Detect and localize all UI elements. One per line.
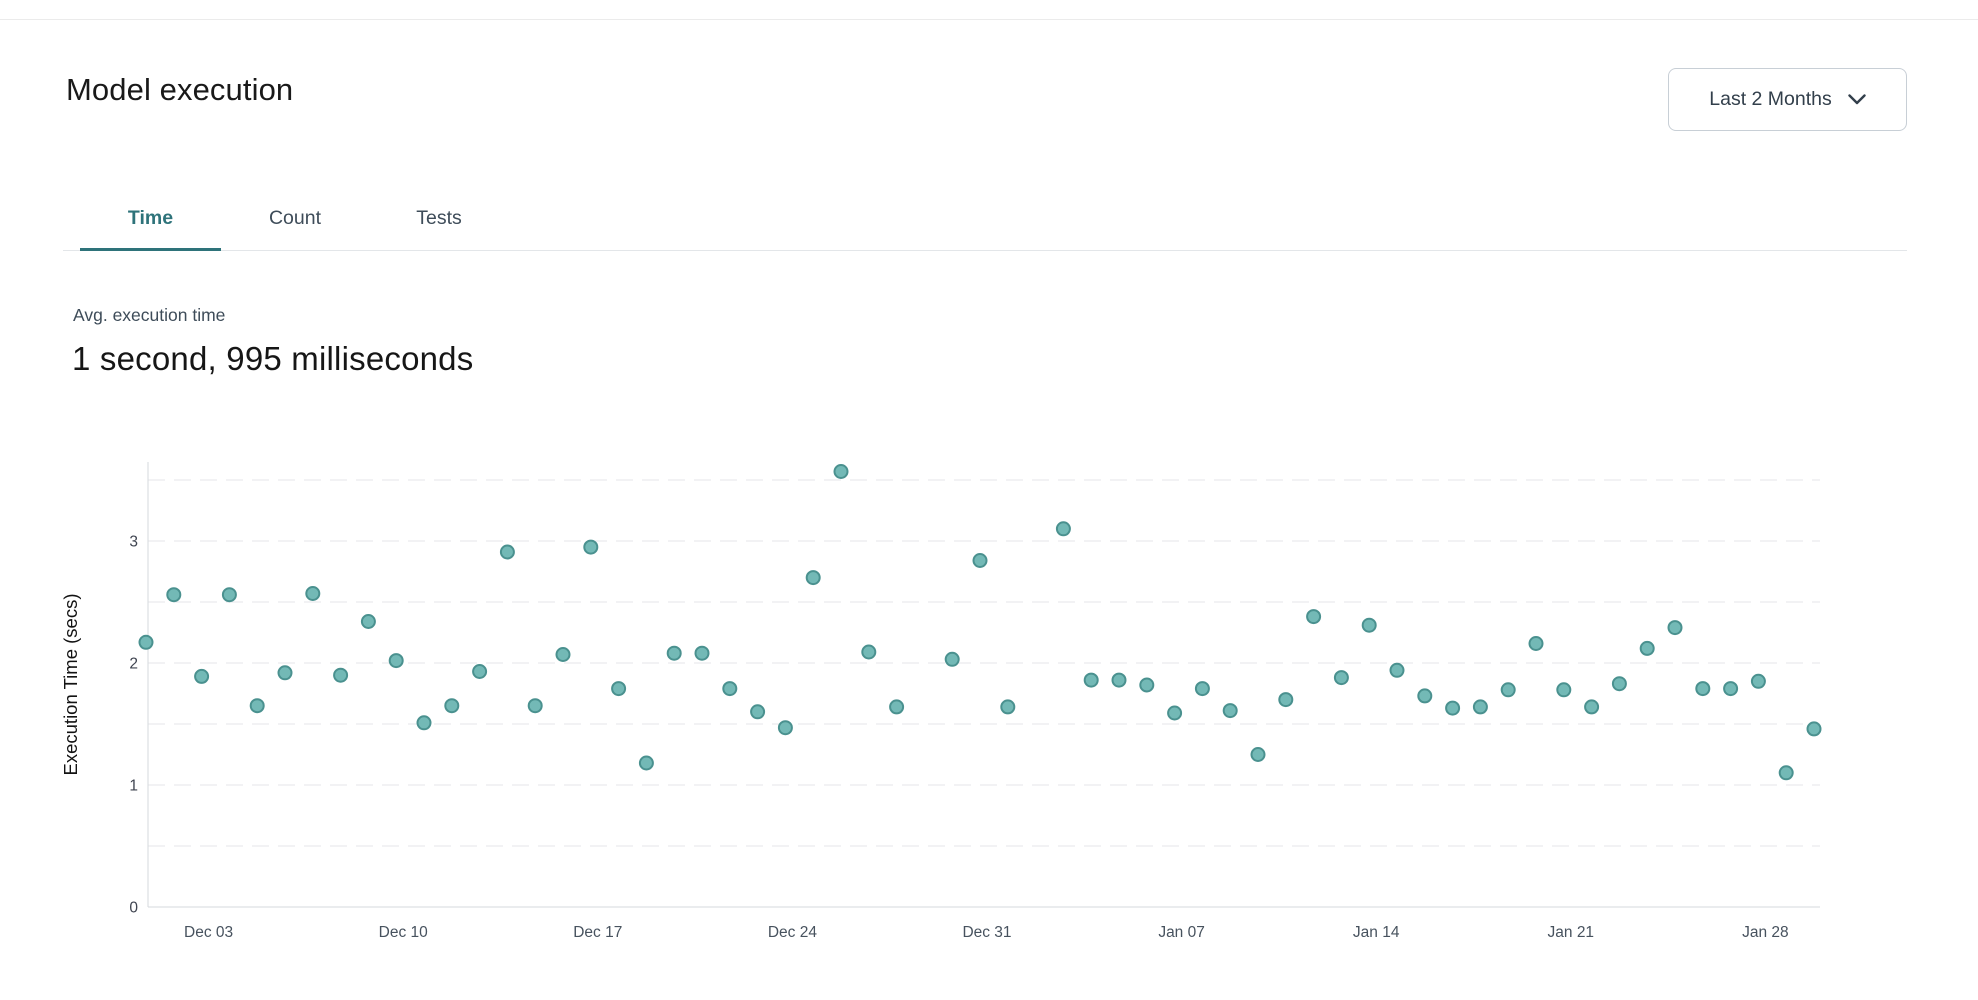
- data-point[interactable]: Dec 27: 2.09: [861, 644, 877, 660]
- x-tick-label: Jan 28: [1742, 924, 1789, 941]
- data-point[interactable]: Dec 08: 1.9: [333, 667, 349, 683]
- data-point[interactable]: Dec 03: 1.89: [194, 668, 210, 684]
- x-tick-label: Jan 14: [1353, 924, 1400, 941]
- data-point[interactable]: Jan 28: 1.85: [1750, 673, 1766, 689]
- data-point[interactable]: Jan 17: 1.63: [1445, 700, 1461, 716]
- data-point[interactable]: Jan 12: 2.38: [1306, 609, 1322, 625]
- tab-bar-divider: [63, 250, 1907, 251]
- data-point[interactable]: Dec 26: 3.57: [833, 464, 849, 479]
- y-tick-label: 0: [129, 900, 138, 917]
- data-point[interactable]: Dec 09: 2.34: [360, 614, 376, 629]
- data-point[interactable]: Dec 22: 1.79: [722, 681, 738, 697]
- x-tick-label: Jan 21: [1548, 924, 1595, 941]
- tab-time-label: Time: [127, 206, 174, 229]
- time-range-dropdown-label: Last 2 Months: [1709, 88, 1832, 110]
- data-point[interactable]: Dec 20: 2.08: [666, 645, 682, 661]
- data-point[interactable]: Dec 28: 1.64: [889, 699, 905, 715]
- data-point[interactable]: Dec 04: 2.56: [221, 587, 237, 603]
- data-point[interactable]: Jan 21: 1.78: [1556, 682, 1572, 698]
- data-point[interactable]: Dec 25: 2.7: [805, 570, 821, 586]
- tab-bar: Time Count Tests: [80, 188, 509, 251]
- data-point[interactable]: Jan 09: 1.61: [1222, 703, 1238, 719]
- data-point[interactable]: Dec 07: 2.57: [305, 586, 321, 601]
- x-tick-label: Dec 10: [379, 924, 428, 941]
- data-point[interactable]: Dec 02: 2.56: [166, 587, 182, 603]
- data-point[interactable]: Dec 21: 2.08: [694, 645, 710, 661]
- data-point[interactable]: Dec 30: 2.03: [944, 651, 960, 667]
- data-point[interactable]: Jan 13: 1.88: [1333, 670, 1349, 686]
- data-point[interactable]: Jan 27: 1.79: [1723, 681, 1739, 697]
- data-point[interactable]: Dec 31: 2.84: [972, 553, 988, 568]
- data-point[interactable]: Dec 19: 1.18: [638, 755, 654, 771]
- data-point[interactable]: Dec 13: 1.93: [472, 664, 488, 679]
- tab-time[interactable]: Time: [80, 188, 221, 251]
- page-title: Model execution: [66, 72, 294, 107]
- data-point[interactable]: Jan 04: 1.86: [1083, 672, 1099, 688]
- data-point[interactable]: Jan 16: 1.73: [1417, 688, 1433, 704]
- tab-tests[interactable]: Tests: [369, 188, 509, 251]
- data-point[interactable]: Dec 23: 1.6: [750, 704, 766, 720]
- data-point[interactable]: Dec 16: 2.07: [555, 647, 571, 662]
- chevron-down-icon: [1848, 94, 1866, 105]
- data-point[interactable]: Jan 20: 2.16: [1528, 636, 1544, 651]
- data-point[interactable]: Jan 24: 2.12: [1639, 640, 1655, 656]
- y-axis-title: Execution Time (secs): [60, 594, 81, 776]
- tab-count-label: Count: [268, 206, 322, 229]
- data-point[interactable]: Jan 30: 1.46: [1806, 721, 1822, 737]
- data-point[interactable]: Dec 14: 2.91: [499, 544, 515, 560]
- y-tick-label: 1: [129, 778, 138, 795]
- data-point[interactable]: Jan 19: 1.78: [1500, 682, 1516, 698]
- time-range-dropdown[interactable]: Last 2 Months: [1668, 68, 1907, 131]
- top-divider: [0, 19, 1978, 20]
- data-point[interactable]: Dec 15: 1.65: [527, 698, 543, 714]
- data-point[interactable]: Jan 25: 2.29: [1667, 620, 1683, 636]
- data-point[interactable]: Jan 06: 1.82: [1139, 677, 1155, 693]
- data-point[interactable]: Jan 14: 2.31: [1361, 617, 1377, 633]
- data-point[interactable]: Dec 11: 1.51: [416, 715, 432, 731]
- data-point[interactable]: Jan 08: 1.79: [1194, 681, 1210, 697]
- x-tick-label: Dec 24: [768, 924, 817, 941]
- data-point[interactable]: Jan 07: 1.59: [1167, 705, 1183, 721]
- data-point[interactable]: Jan 01: 1.64: [1000, 699, 1016, 715]
- data-point[interactable]: Dec 24: 1.47: [777, 720, 793, 736]
- data-point[interactable]: Dec 10: 2.02: [388, 653, 404, 669]
- data-point[interactable]: Dec 17: 2.95: [583, 539, 599, 555]
- x-tick-label: Jan 07: [1158, 924, 1205, 941]
- data-point[interactable]: Jan 23: 1.83: [1611, 676, 1627, 692]
- x-tick-label: Dec 31: [962, 924, 1011, 941]
- data-point[interactable]: Jan 11: 1.7: [1278, 692, 1294, 708]
- data-point[interactable]: Jan 26: 1.79: [1695, 681, 1711, 697]
- data-point[interactable]: Dec 12: 1.65: [444, 698, 460, 714]
- chart-canvas: 0 1 2 3 Dec 03 Dec 10 Dec 17 Dec 24 Dec 31 Jan 07…: [60, 462, 1822, 941]
- data-point[interactable]: Jan 10: 1.25: [1250, 747, 1266, 762]
- data-point[interactable]: Jan 15: 1.94: [1389, 662, 1405, 678]
- stat-label: Avg. execution time: [73, 305, 226, 325]
- data-point[interactable]: Dec 18: 1.79: [611, 681, 627, 697]
- execution-time-scatter-chart: 0 1 2 3 Dec 03 Dec 10 Dec 17 Dec 24 Dec 31 Jan 07…: [0, 440, 1978, 980]
- data-point[interactable]: Jan 05: 1.86: [1111, 672, 1127, 688]
- stat-value: 1 second, 995 milliseconds: [72, 340, 474, 377]
- data-point[interactable]: Jan 03: 3.1: [1055, 521, 1071, 537]
- tab-tests-label: Tests: [416, 206, 462, 229]
- y-tick-label: 3: [129, 534, 138, 551]
- data-point[interactable]: Jan 29: 1.1: [1778, 765, 1794, 781]
- tab-count[interactable]: Count: [221, 188, 369, 251]
- data-point[interactable]: Jan 22: 1.64: [1584, 699, 1600, 715]
- y-tick-label: 2: [129, 656, 138, 673]
- x-tick-label: Dec 03: [184, 924, 233, 941]
- data-point[interactable]: Dec 05: 1.65: [249, 698, 265, 714]
- x-tick-label: Dec 17: [573, 924, 622, 941]
- data-point[interactable]: Jan 18: 1.64: [1472, 699, 1488, 715]
- data-point[interactable]: Dec 01: 2.17: [138, 634, 154, 650]
- data-point[interactable]: Dec 06: 1.92: [277, 665, 293, 681]
